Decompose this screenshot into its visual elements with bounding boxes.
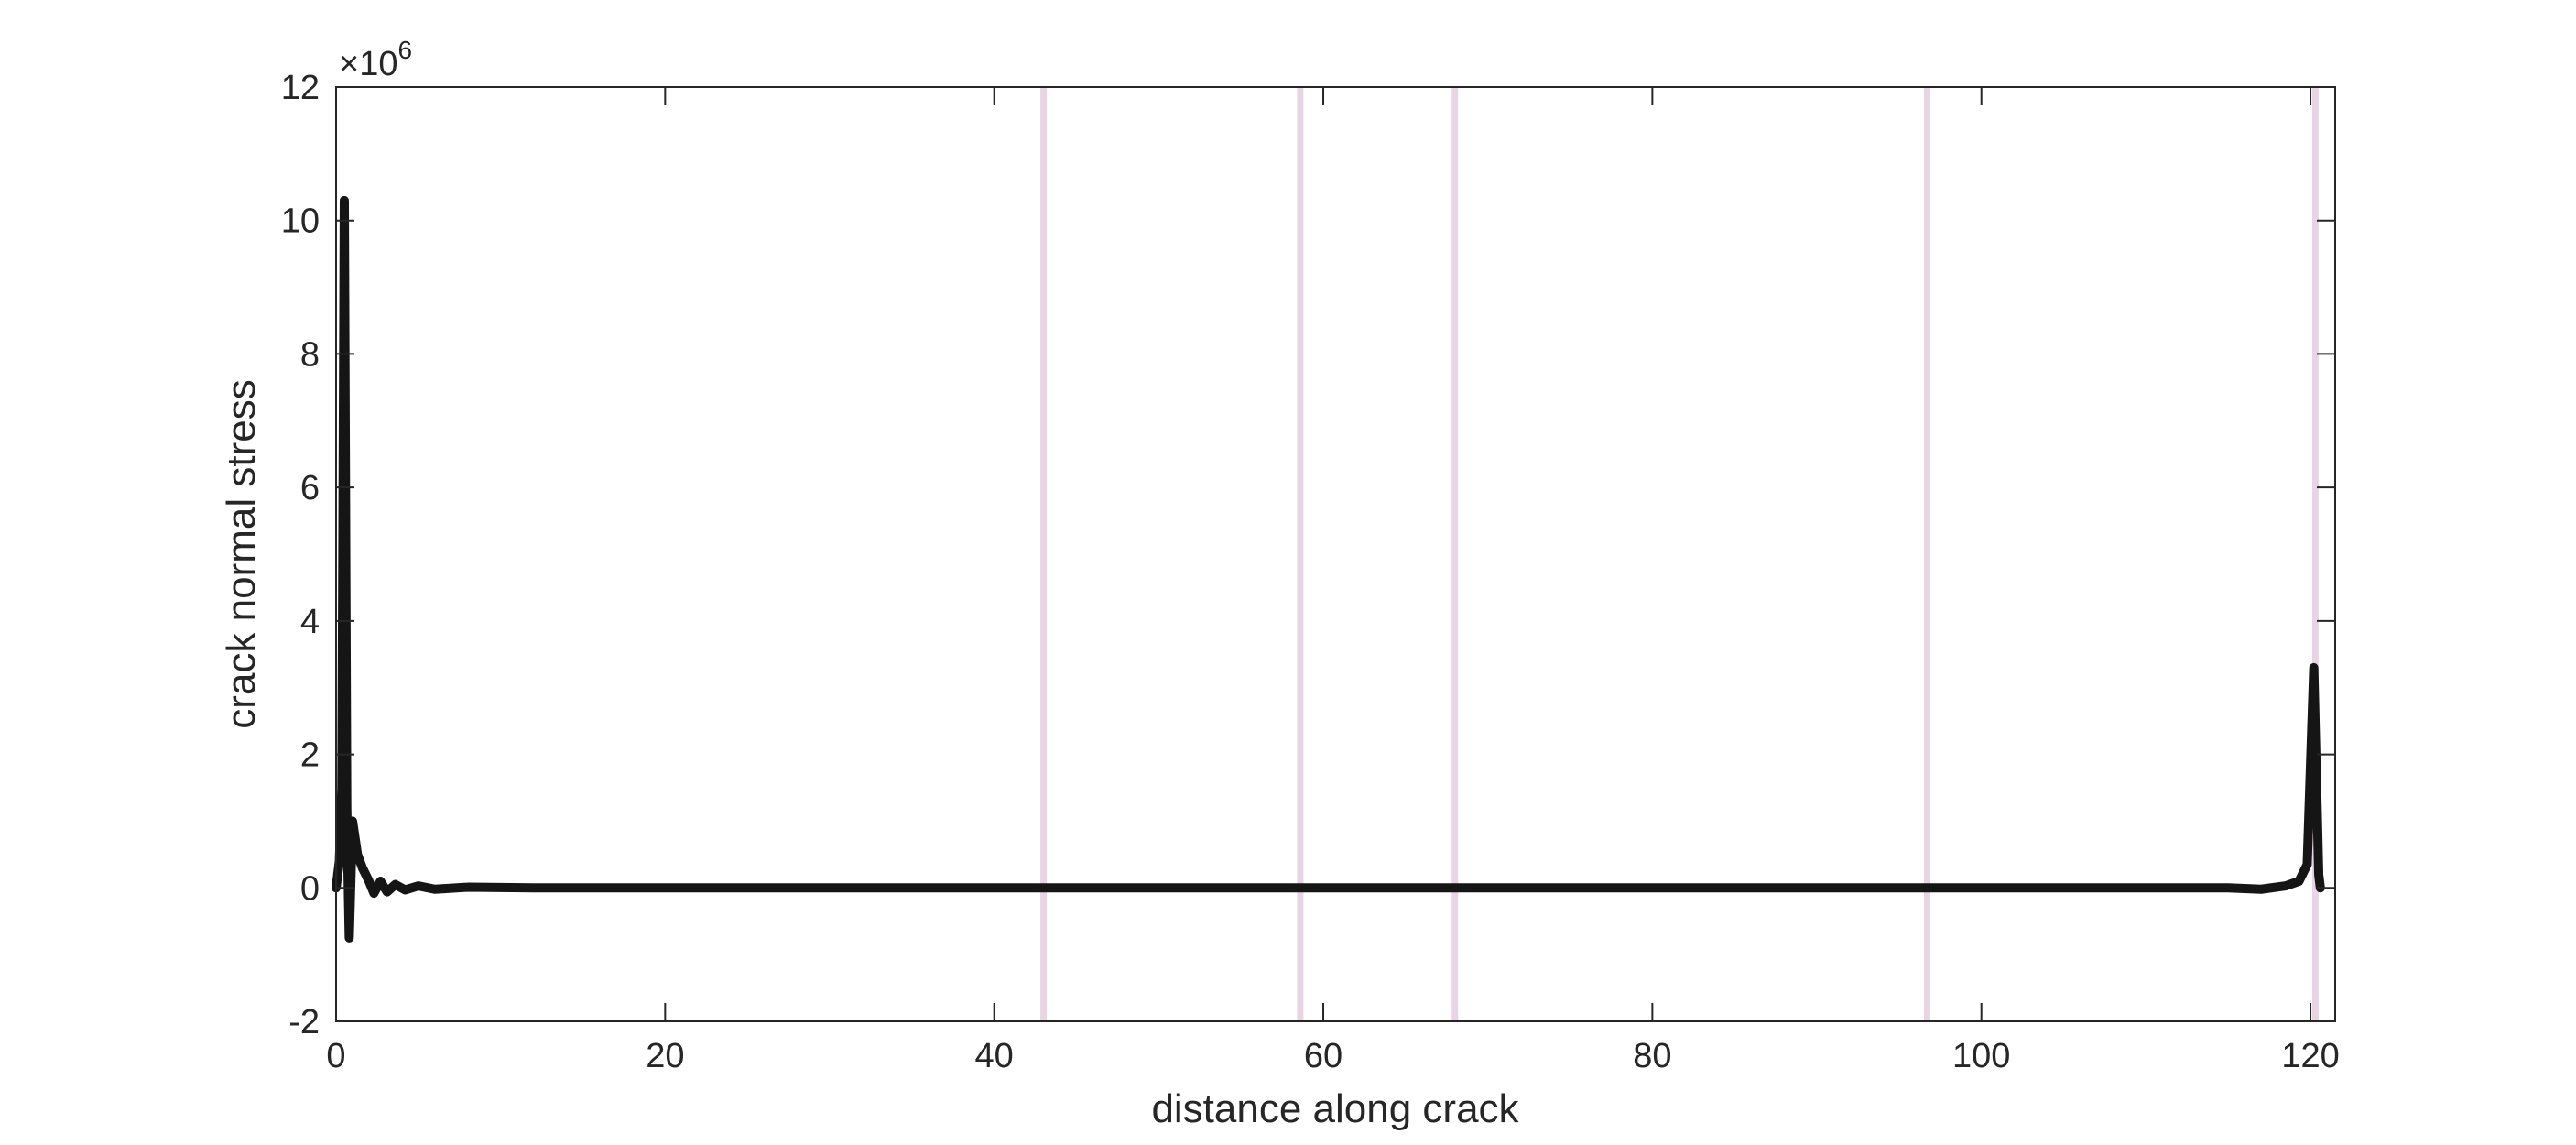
series-line-0 (332, 195, 2325, 943)
vertical-markers (1040, 87, 2319, 1021)
y-tick-label-2: 2 (300, 736, 320, 775)
y-tick-label-6: 10 (281, 202, 320, 241)
y-tick-label-1: 0 (300, 869, 320, 908)
x-tick-label-2: 40 (975, 1037, 1014, 1075)
x-tick-label-3: 60 (1304, 1037, 1342, 1075)
x-tick-label-0: 0 (326, 1037, 345, 1075)
series-layer (332, 195, 2325, 943)
x-tick-label-6: 120 (2281, 1037, 2339, 1075)
x-tick-label-5: 100 (1952, 1037, 2010, 1075)
x-tick-label-4: 80 (1633, 1037, 1671, 1075)
y-tick-label-5: 8 (300, 335, 320, 374)
y-tick-label-4: 6 (300, 469, 320, 507)
y-tick-label-3: 4 (300, 603, 320, 641)
y-tick-label-0: -2 (288, 1003, 320, 1041)
y-axis-label: crack normal stress (219, 379, 264, 728)
x-axis-ticks: 0 20 40 60 80 100 120 (326, 87, 2340, 1075)
y-tick-label-7: 12 (281, 69, 320, 107)
x-tick-label-1: 20 (646, 1037, 684, 1075)
plot-background (336, 87, 2335, 1021)
y-multiplier-base: ×10 (339, 45, 397, 83)
y-axis-ticks: -2 0 2 4 6 8 10 12 (281, 69, 2335, 1041)
x-axis-label: distance along crack (1151, 1086, 1519, 1131)
y-multiplier: ×106 (339, 36, 412, 83)
y-multiplier-exponent: 6 (397, 36, 412, 64)
axes-box (335, 86, 2336, 1022)
